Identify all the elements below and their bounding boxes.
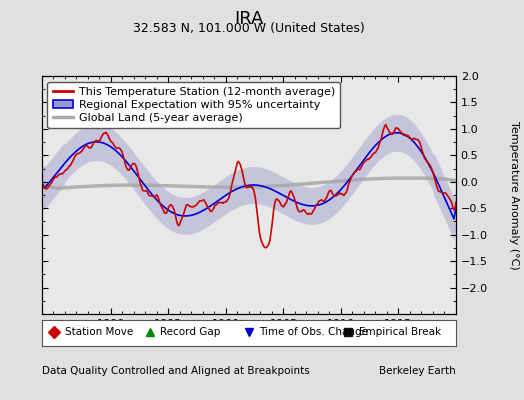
- Text: Empirical Break: Empirical Break: [358, 328, 441, 338]
- Text: Station Move: Station Move: [64, 328, 133, 338]
- Text: IRA: IRA: [234, 10, 264, 28]
- Legend: This Temperature Station (12-month average), Regional Expectation with 95% uncer: This Temperature Station (12-month avera…: [48, 82, 341, 128]
- Text: Berkeley Earth: Berkeley Earth: [379, 366, 456, 376]
- Text: Time of Obs. Change: Time of Obs. Change: [259, 328, 368, 338]
- Text: Record Gap: Record Gap: [160, 328, 220, 338]
- Y-axis label: Temperature Anomaly (°C): Temperature Anomaly (°C): [509, 121, 519, 269]
- Text: 32.583 N, 101.000 W (United States): 32.583 N, 101.000 W (United States): [133, 22, 365, 35]
- Text: Data Quality Controlled and Aligned at Breakpoints: Data Quality Controlled and Aligned at B…: [42, 366, 310, 376]
